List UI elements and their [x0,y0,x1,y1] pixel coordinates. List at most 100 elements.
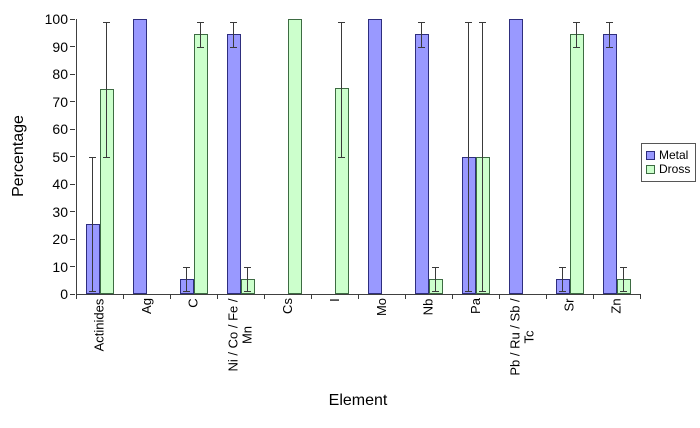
bar-dross-sr [569,34,584,294]
error-bar-metal-actinides [92,156,93,292]
y-tick-label-60: 60 [52,121,68,137]
error-bar-metal-ni-co-fe-mn [233,21,234,47]
y-tick-label-70: 70 [52,93,68,110]
x-axis-title: Element [328,392,388,409]
error-cap-high-metal-zn [606,21,613,23]
legend-item-metal: Metal [646,149,691,162]
x-category-label-ag: Ag [138,298,154,314]
error-bar-metal-zn [609,21,610,47]
plot-area [76,19,641,295]
error-cap-low-metal-c [183,291,190,293]
error-cap-low-metal-pa [465,291,472,293]
error-bar-dross-zn [623,266,624,292]
error-bar-dross-c [200,21,201,47]
y-tick-label-10: 10 [52,258,68,275]
error-bar-metal-nb [421,21,422,47]
bar-dross-c [193,34,208,294]
x-tick-2 [170,294,171,299]
error-bar-dross-actinides [106,21,107,157]
x-tick-0 [76,294,77,299]
bar-metal-mo [367,19,382,294]
y-tick-label-50: 50 [52,148,68,165]
y-tick-label-90: 90 [52,38,68,55]
x-category-label-i: I [326,298,342,302]
error-cap-low-dross-pa [479,291,486,293]
legend-label-dross: Dross [659,162,691,176]
error-cap-high-dross-actinides [103,21,110,23]
error-cap-high-metal-pa [465,21,472,23]
y-tick-80 [70,73,75,75]
legend-swatch-dross-icon [646,165,655,174]
y-tick-50 [70,156,75,157]
error-bar-dross-sr [576,21,577,47]
error-bar-dross-pa [482,21,483,292]
x-category-label-mo: Mo [373,297,389,317]
x-tick-6 [358,294,359,299]
y-tick-label-0: 0 [60,286,68,302]
x-tick-10 [546,294,547,299]
y-tick-60 [70,128,75,130]
y-tick-20 [70,238,75,240]
x-tick-4 [264,294,265,299]
y-tick-30 [70,211,75,212]
y-tick-label-80: 80 [52,66,68,82]
error-cap-low-dross-i [338,156,345,158]
y-tick-0 [70,293,75,295]
error-cap-low-metal-zn [606,46,613,48]
error-cap-high-metal-sr [559,266,566,268]
bar-dross-cs [287,19,302,294]
legend-label-metal: Metal [659,148,689,162]
x-category-label-cs: Cs [279,298,295,314]
error-bar-dross-i [341,21,342,157]
y-tick-40 [70,183,75,185]
bar-metal-ni-co-fe-mn [226,34,241,294]
error-cap-high-dross-pa [479,21,486,23]
x-category-label-zn: Zn [608,297,624,314]
x-tick-8 [452,294,453,299]
error-bar-dross-ni-co-fe-mn [247,266,248,292]
bar-metal-nb [414,34,429,294]
x-category-label-c: C [185,297,201,308]
legend-swatch-metal-icon [646,151,655,160]
y-tick-100 [70,18,75,20]
error-cap-low-metal-nb [418,46,425,48]
x-category-label-actinides: Actinides [91,298,107,351]
bar-metal-ag [132,19,147,294]
error-cap-high-metal-nb [418,21,425,23]
error-cap-high-dross-ni-co-fe-mn [244,266,251,268]
error-cap-high-dross-nb [432,266,439,268]
error-cap-high-dross-zn [620,266,627,268]
x-category-label-pa: Pa [467,298,483,314]
error-cap-low-metal-sr [559,291,566,293]
x-tick-7 [405,294,406,299]
error-cap-low-metal-ni-co-fe-mn [230,46,237,48]
x-category-label-sr: Sr [561,298,577,311]
error-bar-metal-c [186,266,187,292]
error-cap-low-dross-nb [432,291,439,293]
y-tick-label-30: 30 [52,203,68,220]
x-category-label-pb-ru-sb-tc: Pb / Ru / Sb / Tc [507,297,537,376]
y-tick-90 [70,46,75,47]
y-tick-label-20: 20 [52,231,68,247]
error-cap-high-metal-c [183,266,190,268]
error-bar-metal-pa [468,21,469,292]
error-cap-high-dross-i [338,21,345,23]
y-tick-label-40: 40 [52,176,68,192]
legend-item-dross: Dross [646,163,691,176]
legend: Metal Dross [641,143,696,182]
error-bar-dross-nb [435,266,436,292]
x-tick-3 [217,294,218,299]
error-cap-high-metal-actinides [89,156,96,158]
error-cap-low-dross-zn [620,291,627,293]
bar-metal-zn [602,34,617,294]
error-cap-high-metal-ni-co-fe-mn [230,21,237,23]
error-cap-high-dross-sr [573,21,580,23]
x-tick-12 [640,294,641,299]
error-cap-low-metal-actinides [89,291,96,293]
y-tick-70 [70,101,75,102]
error-bar-metal-sr [562,266,563,292]
x-category-label-nb: Nb [420,298,436,315]
error-cap-low-dross-actinides [103,156,110,158]
error-cap-low-dross-sr [573,46,580,48]
